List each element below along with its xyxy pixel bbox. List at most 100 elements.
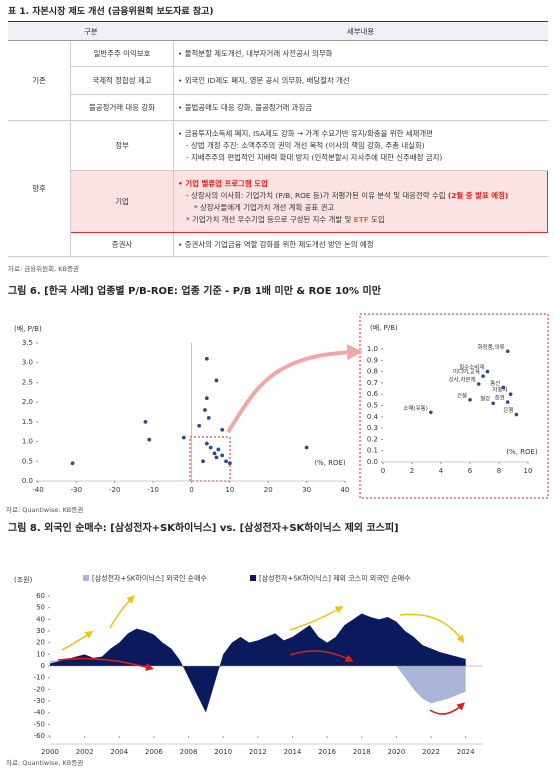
table-row: 향후 정부 • 금융투자소득세 폐지, ISA제도 강화 → 가계 수요기반 유지/…: [8, 120, 548, 257]
detail-line: - 상법 개정 추진: 소액주주의 권익 개선 목적 (이사의 책임 강화, 주…: [186, 140, 425, 150]
table-row: 국제적 정합성 제고 • 외국인 ID제도 폐지, 영문 공시 의무화, 배당절차…: [8, 66, 548, 95]
point: [501, 385, 506, 390]
detail-cell: • 불법공매도 대응 강화, 불공정거래 과징금: [173, 94, 548, 121]
annotation-arrow: [289, 650, 354, 662]
x-tick-label: 40: [341, 486, 350, 494]
y-tick-label: 0.9: [367, 356, 378, 364]
point: [476, 382, 481, 386]
x-tick-label: 2: [410, 467, 414, 475]
point-label: 화장품,의류: [478, 344, 505, 351]
chart-title: 그림 8. 외국인 순매수: [삼성전자+SK하이닉스] vs. [삼성전자+S…: [8, 521, 399, 534]
point-label: 건설: [457, 391, 467, 399]
y-tick-label: 60: [36, 592, 45, 600]
x-tick-label: -30: [71, 486, 82, 494]
table-row: 불공정거래 대응 강화 • 불법공매도 대응 강화, 불공정거래 과징금: [8, 94, 548, 121]
detail-line: - 지배주주의 편법적인 지배력 확대 방지 (인적분할시 자사주에 대한 신주…: [186, 152, 443, 162]
inset-box: [359, 313, 549, 499]
point: [204, 396, 209, 401]
detail-line: • 물적분할 제도개선, 내부자거래 사전공시 의무화: [178, 48, 333, 58]
zoom-arrow: [226, 344, 363, 434]
detail-line: • 불법공매도 대응 강화, 불공정거래 과징금: [178, 102, 313, 112]
y-tick-label: 0: [41, 662, 45, 670]
annotation-arrow: [109, 595, 135, 629]
point: [505, 400, 510, 404]
point: [203, 408, 207, 412]
x-tick-label: 2022: [422, 748, 440, 756]
y-tick-label: 0.8: [367, 368, 378, 376]
x-axis-label: (%, ROE): [506, 448, 538, 456]
y-axis-label: (조원): [14, 575, 33, 584]
detail-line: • 외국인 ID제도 폐지, 영문 공시 의무화, 배당절차 개선: [178, 75, 350, 85]
y-tick-label: 1.0: [367, 345, 378, 353]
point: [204, 441, 209, 446]
x-tick-label: 2002: [76, 748, 94, 756]
point: [468, 398, 472, 402]
y-axis-label: (배, P/B): [14, 324, 42, 333]
detail-text: ETF: [353, 214, 369, 224]
point: [208, 445, 213, 450]
annotation-arrow: [399, 613, 465, 644]
detail-line: • 증권사의 기업금융 역할 강화를 위한 제도개선 방안 논의 예정: [178, 239, 374, 249]
point: [220, 427, 225, 432]
point-label: 은행: [503, 406, 513, 414]
item-cell: 정부: [70, 120, 174, 171]
detail-cell: • 증권사의 기업금융 역할 강화를 위한 제도개선 방안 논의 예정: [173, 232, 548, 257]
x-tick-label: 30: [302, 486, 311, 494]
point: [206, 416, 211, 420]
zoom-box: [189, 436, 231, 482]
point: [514, 412, 519, 417]
x-tick-label: 10: [524, 467, 533, 475]
annotation-arrow: [61, 630, 94, 651]
y-tick-label: 0.5: [367, 402, 378, 410]
detail-cell: • 물적분할 제도개선, 내부자거래 사전공시 의무화: [173, 40, 548, 67]
group-cell: 기존: [8, 40, 71, 121]
legend-swatch: [250, 575, 256, 581]
x-tick-label: 2014: [284, 748, 302, 756]
point: [220, 453, 225, 458]
y-tick-label: 40: [36, 615, 45, 623]
point: [214, 378, 219, 383]
header-cell: 구분: [8, 21, 174, 41]
table-row: 기존 일반주주 이익보호 • 물적분할 제도개선, 내부자거래 사전공시 의무화: [8, 40, 548, 121]
point: [143, 419, 148, 424]
point: [481, 374, 485, 378]
y-tick-label: -60: [34, 732, 45, 740]
point: [429, 410, 433, 415]
table-block: 표 1. 자본시장 제도 개선 (금융위원회 보도자료 참고) 구분 세부내용 기존 일…: [8, 4, 548, 273]
x-tick-label: 8: [497, 467, 501, 475]
x-tick-label: 0: [381, 467, 385, 475]
point: [204, 356, 209, 361]
point-label: 자동차: [492, 386, 507, 394]
y-tick-label: 1.5: [22, 418, 33, 426]
header-cell: 세부내용: [173, 21, 548, 41]
legend-label: [삼성전자+SK하이닉스] 제외 코스피 외국인 순매수: [259, 574, 411, 583]
y-axis-label: (배, P/B): [370, 323, 398, 332]
y-tick-label: 20: [36, 639, 45, 647]
y-tick-label: 0.4: [367, 413, 379, 421]
detail-line: - 상장사의 이사회: 기업가치 (P/B, ROE 등)가 저평가된 이유 분…: [178, 190, 543, 202]
y-tick-label: 3.5: [22, 339, 33, 347]
x-tick-label: 20: [264, 486, 273, 494]
detail-cell: • 금융투자소득세 폐지, ISA제도 강화 → 가계 수요기반 유지/확충을 …: [173, 120, 548, 171]
point: [212, 451, 217, 456]
y-tick-label: 1.0: [22, 438, 33, 446]
item-cell: 국제적 정합성 제고: [70, 66, 174, 95]
legend-label: [삼성전자+SK하이닉스] 외국인 순매수: [92, 574, 208, 583]
detail-line: • 금융투자소득세 폐지, ISA제도 강화 → 가계 수요기반 유지/확충을 …: [178, 128, 433, 138]
area: [50, 613, 466, 713]
x-tick-label: 6: [468, 467, 473, 475]
table-row: 증권사 • 증권사의 기업금융 역할 강화를 위한 제도개선 방안 논의 예정: [8, 232, 548, 257]
x-tick-label: 2012: [249, 748, 267, 756]
table-row: 기업 • 기업 밸류업 프로그램 도입 - 상장사의 이사회: 기업가치 (P/B,…: [8, 170, 548, 233]
y-tick-label: -40: [34, 709, 45, 717]
item-cell: 기업: [70, 170, 174, 233]
x-tick-label: 2018: [353, 748, 371, 756]
point: [508, 392, 513, 397]
point: [485, 369, 490, 374]
point-label: 상사,자본재: [449, 376, 476, 384]
y-tick-label: 3.0: [22, 359, 33, 367]
y-tick-label: -10: [34, 674, 45, 682]
detail-text: - 상장사의 이사회: 기업가치 (P/B, ROE 등)가 저평가된 이유 분…: [186, 190, 448, 200]
y-tick-label: -50: [34, 720, 45, 728]
point: [147, 437, 152, 442]
